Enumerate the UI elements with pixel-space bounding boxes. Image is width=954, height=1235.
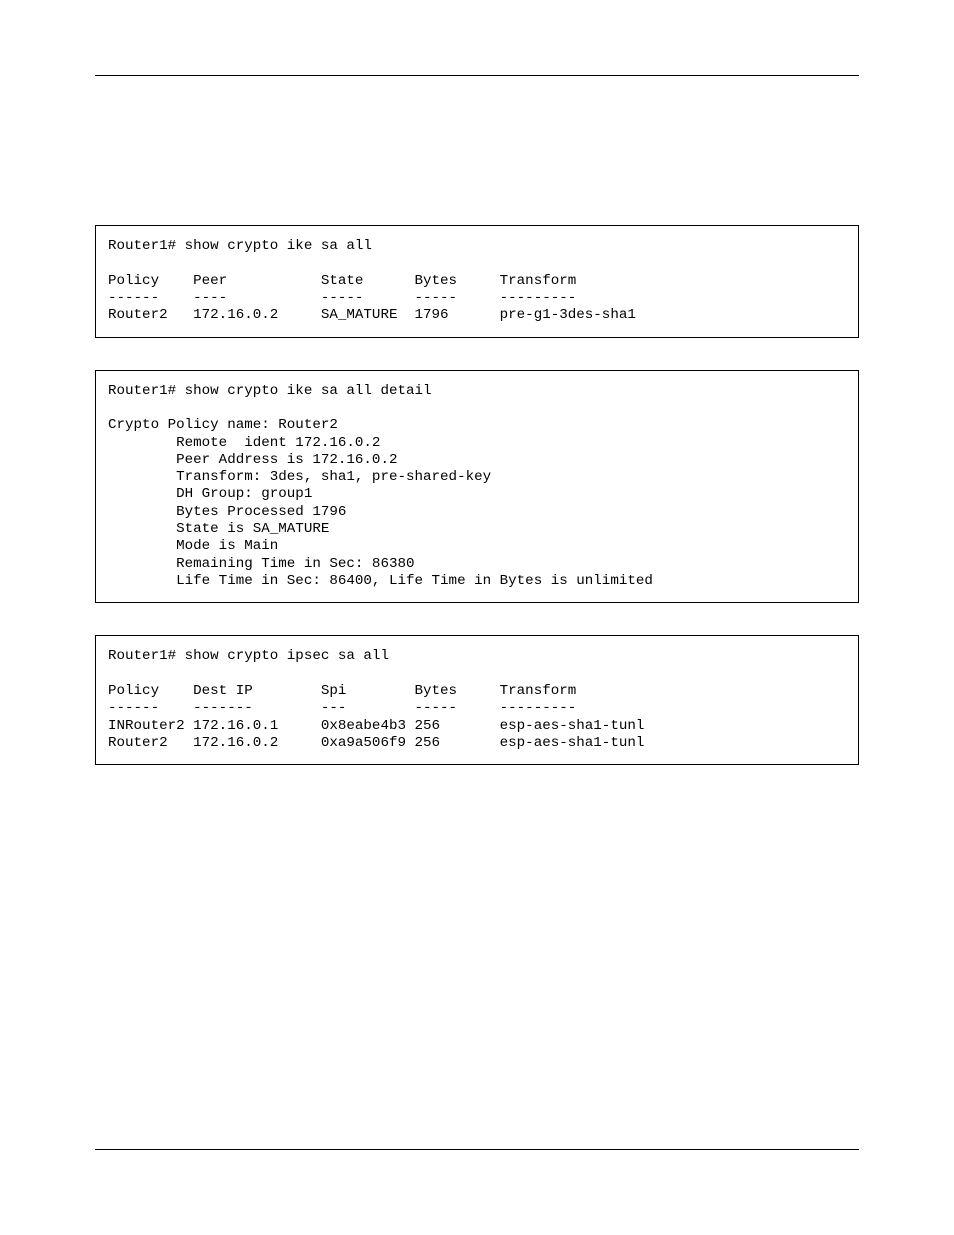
terminal-block-ike-sa-all: Router1# show crypto ike sa all Policy P…	[95, 225, 859, 338]
table-row: Router2 172.16.0.2 SA_MATURE 1796 pre-g1…	[108, 307, 636, 323]
detail-line: State is SA_MATURE	[108, 521, 329, 537]
detail-line: Bytes Processed 1796	[108, 504, 346, 520]
header-rule	[95, 75, 859, 76]
terminal-block-ike-sa-detail: Router1# show crypto ike sa all detail C…	[95, 370, 859, 604]
table-divider: ------ ---- ----- ----- ---------	[108, 290, 576, 306]
table-divider: ------ ------- --- ----- ---------	[108, 700, 576, 716]
policy-line: Crypto Policy name: Router2	[108, 417, 338, 433]
command-line: Router1# show crypto ipsec sa all	[108, 648, 389, 664]
detail-line: Life Time in Sec: 86400, Life Time in By…	[108, 573, 653, 589]
command-line: Router1# show crypto ike sa all	[108, 238, 372, 254]
table-header: Policy Peer State Bytes Transform	[108, 273, 576, 289]
detail-line: Transform: 3des, sha1, pre-shared-key	[108, 469, 491, 485]
document-page: Router1# show crypto ike sa all Policy P…	[0, 0, 954, 1235]
terminal-block-ipsec-sa-all: Router1# show crypto ipsec sa all Policy…	[95, 635, 859, 765]
table-row: Router2 172.16.0.2 0xa9a506f9 256 esp-ae…	[108, 735, 644, 751]
detail-line: Mode is Main	[108, 538, 278, 554]
content-area: Router1# show crypto ike sa all Policy P…	[0, 75, 954, 765]
detail-line: Peer Address is 172.16.0.2	[108, 452, 397, 468]
table-row: INRouter2 172.16.0.1 0x8eabe4b3 256 esp-…	[108, 718, 644, 734]
detail-line: DH Group: group1	[108, 486, 312, 502]
command-line: Router1# show crypto ike sa all detail	[108, 383, 432, 399]
footer-rule	[95, 1149, 859, 1150]
detail-line: Remaining Time in Sec: 86380	[108, 556, 415, 572]
table-header: Policy Dest IP Spi Bytes Transform	[108, 683, 576, 699]
detail-line: Remote ident 172.16.0.2	[108, 435, 380, 451]
